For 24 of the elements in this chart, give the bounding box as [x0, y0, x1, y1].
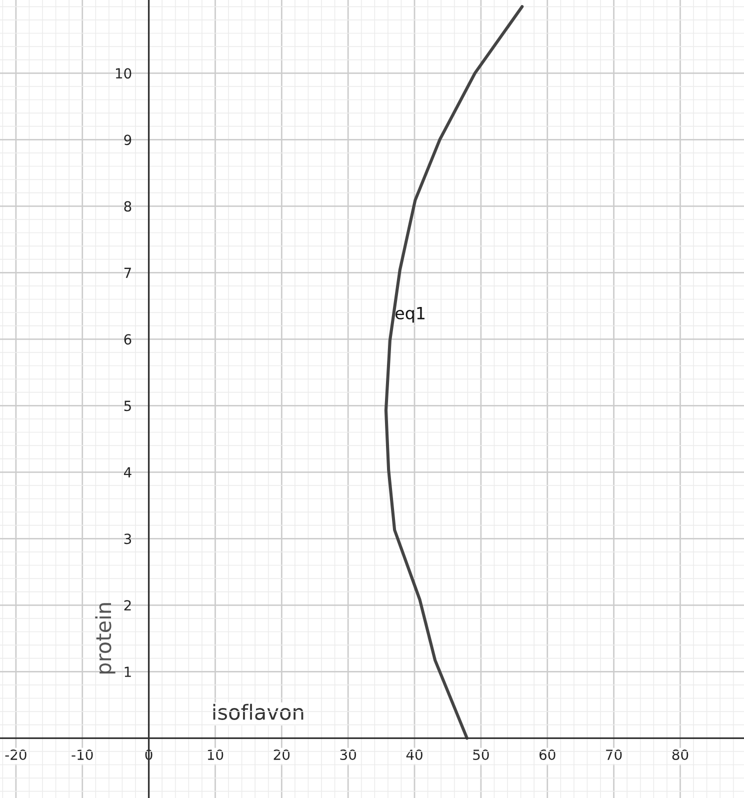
y-tick-label: 8 [124, 201, 132, 212]
x-tick-label: 20 [274, 750, 290, 760]
x-tick-label: 80 [672, 750, 688, 760]
x-tick-label: 60 [540, 750, 556, 760]
y-tick-label: 5 [124, 400, 131, 412]
y-tick-label: 9 [124, 134, 132, 146]
y-tick-label: 3 [124, 534, 132, 544]
y-axis-title: protein [95, 603, 116, 674]
x-axis-title: isoflavon [213, 704, 304, 720]
line-series [384, 5, 524, 740]
x-tick-label: 10 [208, 750, 224, 760]
x-tick-label: 70 [606, 750, 622, 760]
y-tick-label: 2 [124, 600, 131, 610]
y-tick-label: 4 [124, 467, 132, 478]
y-tick-label: 6 [124, 334, 132, 345]
x-tick-label: 50 [473, 750, 489, 760]
y-tick-label: 1 [124, 666, 131, 677]
x-tick-label: 40 [406, 750, 422, 760]
y-tick-label: 10 [116, 68, 132, 79]
x-tick-label: -10 [72, 750, 93, 760]
y-tick-label: 7 [124, 268, 131, 278]
x-tick-label: 30 [340, 750, 356, 760]
annotation: eq1 [396, 307, 424, 323]
x-tick-label: -20 [5, 750, 26, 760]
